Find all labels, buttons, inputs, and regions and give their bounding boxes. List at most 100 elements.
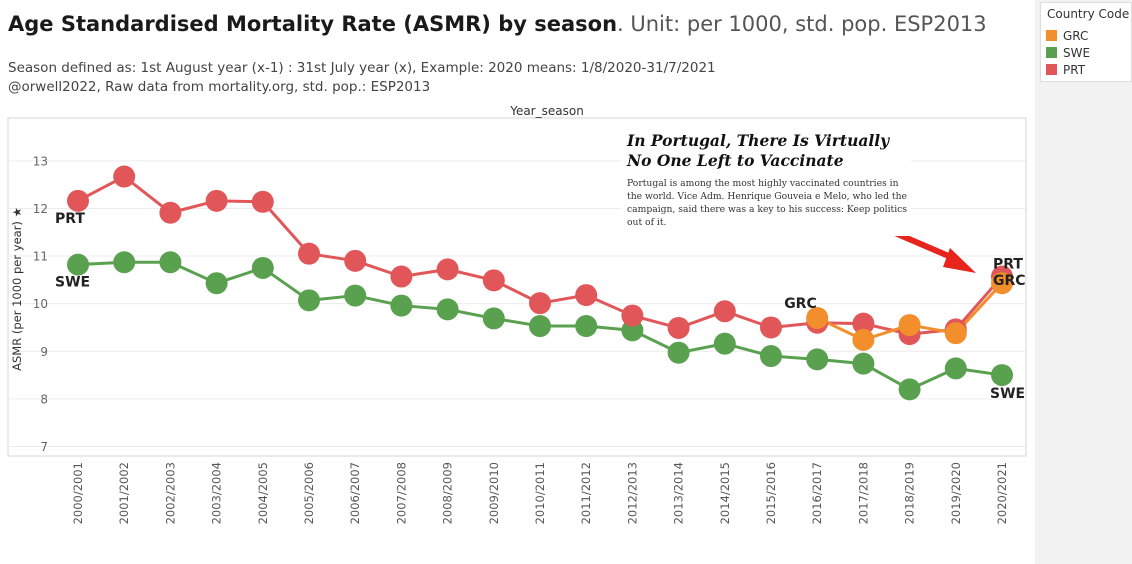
data-point-grc — [944, 322, 967, 345]
data-point-swe — [529, 315, 551, 338]
legend[interactable]: Country Code GRC SWE PRT — [1040, 2, 1132, 82]
x-axis-title: Year_season — [509, 104, 584, 118]
x-tick-label: 2004/2005 — [256, 462, 270, 524]
data-point-swe — [67, 253, 89, 276]
data-point-grc — [852, 328, 875, 351]
subtitle-source: @orwell2022, Raw data from mortality.org… — [8, 79, 431, 95]
y-tick-label: 8 — [40, 392, 48, 406]
point-label-prt: PRT — [55, 211, 85, 227]
x-tick-label: 2001/2002 — [117, 462, 131, 524]
data-point-prt — [529, 292, 551, 315]
x-tick-label: 2019/2020 — [949, 462, 963, 524]
legend-item-prt[interactable]: PRT — [1046, 61, 1131, 78]
x-tick-label: 2010/2011 — [533, 462, 547, 524]
x-tick-label: 2006/2007 — [348, 462, 362, 524]
legend-label-prt: PRT — [1063, 62, 1086, 77]
legend-title: Country Code — [1047, 7, 1130, 21]
point-label-swe: SWE — [55, 275, 90, 291]
legend-swatch-grc — [1046, 30, 1057, 41]
x-tick-label: 2016/2017 — [810, 462, 824, 524]
data-point-prt — [667, 316, 690, 339]
y-tick-label: 13 — [33, 154, 48, 168]
legend-item-grc[interactable]: GRC — [1046, 27, 1131, 44]
data-point-prt — [205, 189, 228, 212]
data-point-swe — [251, 256, 274, 279]
line-chart: Year_season 7 8 9 10 11 12 13 ASMR (per 1000 per… — [7, 104, 1027, 524]
data-point-prt — [67, 189, 89, 212]
x-tick-label: 2012/2013 — [625, 462, 639, 524]
data-point-prt — [159, 201, 182, 224]
y-tick-label: 12 — [33, 202, 48, 216]
x-tick-label: 2020/2021 — [995, 462, 1009, 524]
data-point-prt — [344, 249, 367, 272]
x-tick-label: 2014/2015 — [718, 462, 732, 524]
data-point-swe — [205, 272, 228, 295]
data-point-prt — [760, 316, 782, 339]
legend-swatch-swe — [1046, 47, 1057, 58]
data-point-swe — [159, 251, 182, 274]
news-annotation: In Portugal, There Is Virtually No One L… — [621, 126, 911, 236]
point-label-swe: SWE — [990, 386, 1025, 402]
point-label-grc: GRC — [993, 273, 1026, 289]
x-tick-label: 2018/2019 — [903, 462, 917, 524]
data-point-swe — [344, 284, 367, 307]
data-point-swe — [298, 289, 320, 312]
data-point-prt — [251, 190, 274, 213]
data-point-prt — [436, 258, 459, 281]
data-point-swe — [482, 307, 505, 330]
x-tick-label: 2000/2001 — [71, 462, 85, 524]
data-point-swe — [898, 378, 921, 401]
annotation-arrow-head — [943, 248, 976, 273]
x-tick-label: 2013/2014 — [672, 462, 686, 524]
data-point-swe — [713, 332, 736, 355]
y-tick-label: 11 — [33, 250, 48, 264]
x-tick-label: 2007/2008 — [394, 462, 408, 524]
data-point-swe — [436, 298, 459, 321]
title-unit: . Unit: per 1000, std. pop. ESP2013 — [617, 12, 987, 36]
data-point-swe — [852, 352, 875, 375]
right-panel — [1035, 0, 1132, 564]
x-tick-label: 2009/2010 — [487, 462, 501, 524]
annotation-headline: In Portugal, There Is Virtually No One L… — [627, 131, 890, 170]
legend-label-grc: GRC — [1063, 28, 1089, 43]
data-point-prt — [113, 165, 136, 188]
data-point-swe — [113, 251, 136, 274]
y-axis-label: ASMR (per 1000 per year) ★ — [10, 207, 24, 371]
y-tick-label: 7 — [40, 440, 48, 454]
data-point-prt — [298, 242, 320, 265]
data-point-grc — [991, 272, 1013, 295]
data-point-prt — [482, 269, 505, 292]
annotation-body: Portugal is among the most highly vaccin… — [627, 178, 908, 228]
x-tick-label: 2017/2018 — [856, 462, 870, 524]
x-tick-label: 2015/2016 — [764, 462, 778, 524]
data-point-prt — [713, 300, 736, 323]
subtitle-season-definition: Season defined as: 1st August year (x-1)… — [8, 60, 716, 76]
legend-label-swe: SWE — [1063, 45, 1091, 60]
data-point-swe — [806, 348, 829, 371]
data-point-swe — [944, 357, 967, 380]
title-main: Age Standardised Mortality Rate (ASMR) b… — [8, 12, 618, 36]
data-point-swe — [667, 341, 690, 364]
legend-item-swe[interactable]: SWE — [1046, 44, 1131, 61]
point-label-grc: GRC — [784, 296, 817, 312]
x-tick-label: 2003/2004 — [210, 462, 224, 524]
x-tick-label: 2005/2006 — [302, 462, 316, 524]
data-point-swe — [760, 345, 782, 368]
legend-swatch-prt — [1046, 64, 1057, 75]
x-tick-label: 2002/2003 — [163, 462, 177, 524]
data-point-grc — [898, 314, 921, 337]
data-point-prt — [621, 304, 644, 327]
data-point-swe — [991, 364, 1013, 387]
chart-title: Age Standardised Mortality Rate (ASMR) b… — [8, 12, 987, 36]
data-point-prt — [852, 312, 875, 335]
data-point-prt — [390, 265, 413, 288]
y-tick-label: 10 — [33, 297, 48, 311]
x-tick-label: 2008/2009 — [441, 462, 455, 524]
data-point-prt — [575, 284, 598, 307]
data-point-grc — [806, 306, 829, 329]
x-tick-label: 2011/2012 — [579, 462, 593, 524]
y-tick-label: 9 — [40, 345, 48, 359]
point-label-prt: PRT — [993, 257, 1023, 273]
data-point-swe — [575, 315, 598, 338]
data-point-swe — [390, 294, 413, 317]
